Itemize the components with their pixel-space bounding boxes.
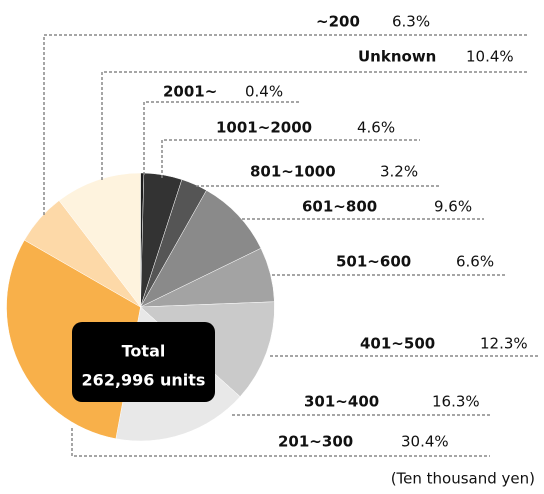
category-label: 201~300 [278,433,353,451]
leader-line [143,101,300,175]
value-label: 30.4% [401,433,449,451]
value-label: 3.2% [380,163,418,181]
leader-line [101,71,528,180]
category-label: Unknown [358,48,436,66]
value-label: 6.3% [392,13,430,31]
center-value: 262,996 units [82,371,206,390]
pie-slice [139,190,262,308]
leader-line [161,139,420,178]
category-label: 801~1000 [250,163,336,181]
value-label: 4.6% [357,119,395,137]
category-label: 401~500 [360,335,435,353]
value-label: 16.3% [432,393,480,411]
pie-slice [58,172,141,308]
labels: 2001~ 0.4% 1001~2000 4.6% 801~1000 3.2%601~80… [43,13,538,457]
value-label: 0.4% [245,83,283,101]
center-title: Total [122,342,166,361]
value-label: 9.6% [434,198,472,216]
value-label: 10.4% [466,48,514,66]
unit-note: (Ten thousand yen) [391,470,535,488]
category-label: 1001~2000 [216,119,312,137]
leader-line [71,428,490,457]
value-label: 12.3% [480,335,528,353]
category-label: 2001~ [163,83,217,101]
leader-line [43,34,528,215]
center-box [72,322,215,402]
category-label: 501~600 [336,253,411,271]
category-label: 601~800 [302,198,377,216]
value-label: 6.6% [456,253,494,271]
category-label: 301~400 [304,393,379,411]
category-label: ~200 [316,13,360,31]
